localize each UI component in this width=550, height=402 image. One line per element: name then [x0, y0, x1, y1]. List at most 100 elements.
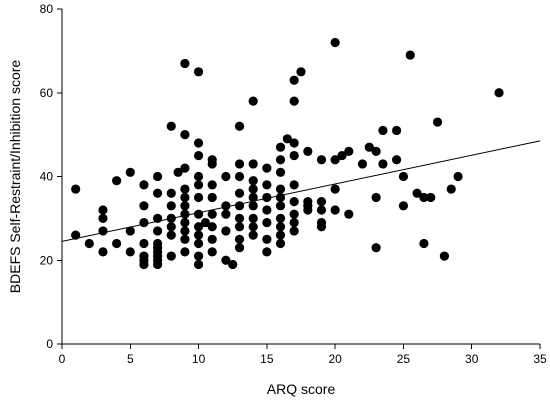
data-point — [234, 213, 245, 223]
data-point — [180, 234, 190, 244]
data-point — [193, 230, 204, 240]
data-point — [193, 238, 204, 249]
data-point — [262, 205, 272, 215]
data-point — [166, 251, 176, 261]
data-point — [125, 247, 135, 257]
data-point — [84, 238, 94, 249]
data-point — [330, 184, 340, 194]
data-point — [289, 75, 299, 85]
data-point — [166, 201, 176, 211]
data-point — [248, 192, 258, 203]
data-point — [494, 88, 504, 98]
data-point — [180, 209, 190, 219]
y-axis-ticks: 0 20 40 60 80 — [40, 2, 62, 351]
data-point — [221, 209, 231, 219]
data-point — [193, 67, 204, 77]
data-point — [275, 222, 286, 232]
data-point — [234, 234, 245, 244]
data-point — [228, 259, 238, 270]
data-point — [98, 247, 108, 257]
data-point — [344, 146, 354, 156]
data-point — [275, 167, 286, 177]
data-point — [193, 150, 204, 161]
data-point — [180, 130, 190, 140]
data-point — [439, 251, 449, 261]
y-tick-label: 40 — [40, 170, 54, 184]
data-point — [275, 230, 286, 240]
data-point — [453, 171, 463, 182]
data-point — [221, 255, 231, 265]
data-point — [419, 238, 429, 249]
data-point — [234, 243, 245, 253]
data-point — [289, 209, 299, 219]
data-point — [392, 155, 402, 165]
data-point — [275, 192, 286, 203]
data-point — [207, 234, 217, 244]
data-point — [289, 138, 299, 148]
data-point — [193, 138, 204, 148]
y-axis-title: BDEFS Self-Restraint/Inhibition score — [7, 60, 23, 294]
data-point — [166, 230, 176, 240]
data-point — [426, 192, 436, 203]
data-point — [207, 247, 217, 257]
x-axis-ticks: 0 5 10 15 20 25 30 35 — [59, 344, 547, 366]
data-point — [316, 155, 327, 165]
data-point — [262, 163, 272, 173]
data-point — [234, 201, 245, 211]
data-point — [282, 134, 292, 144]
data-point — [357, 159, 368, 169]
data-point — [166, 121, 176, 131]
data-point — [180, 163, 190, 173]
data-point — [98, 213, 108, 223]
data-point — [275, 213, 286, 223]
data-point — [364, 142, 374, 152]
data-point — [289, 217, 299, 228]
data-point — [193, 209, 204, 219]
data-point — [316, 197, 327, 207]
data-point — [275, 155, 286, 165]
data-point — [248, 201, 258, 211]
data-point — [180, 58, 190, 69]
data-point — [180, 247, 190, 257]
data-point — [125, 167, 135, 177]
data-point — [275, 238, 286, 249]
data-point — [446, 184, 456, 194]
data-point — [289, 197, 299, 207]
data-point — [234, 222, 245, 232]
data-point — [112, 238, 122, 249]
data-point — [275, 142, 286, 152]
data-point — [193, 180, 204, 190]
y-tick-label: 60 — [40, 86, 54, 100]
data-point — [207, 192, 217, 203]
data-point — [262, 247, 272, 257]
data-point — [180, 201, 190, 211]
data-point — [71, 184, 81, 194]
data-point — [289, 150, 299, 161]
data-point — [344, 209, 354, 219]
data-point — [330, 37, 340, 48]
data-point — [166, 222, 176, 232]
data-point — [412, 188, 422, 198]
data-point — [98, 226, 108, 236]
data-point — [200, 217, 210, 228]
data-point — [303, 205, 313, 215]
data-point — [248, 222, 258, 232]
data-point — [139, 259, 149, 270]
data-point — [153, 259, 163, 270]
data-point — [234, 188, 245, 198]
data-point — [262, 234, 272, 244]
data-point — [180, 184, 190, 194]
data-point — [337, 150, 347, 161]
data-point — [207, 180, 217, 190]
data-point — [139, 217, 149, 228]
data-point — [419, 192, 429, 203]
trend-line — [61, 140, 541, 242]
data-point — [166, 188, 176, 198]
data-point — [193, 222, 204, 232]
x-tick-label: 10 — [192, 352, 206, 366]
x-tick-label: 20 — [328, 352, 342, 366]
data-point — [173, 167, 183, 177]
x-tick-label: 5 — [127, 352, 134, 366]
data-point — [193, 192, 204, 203]
